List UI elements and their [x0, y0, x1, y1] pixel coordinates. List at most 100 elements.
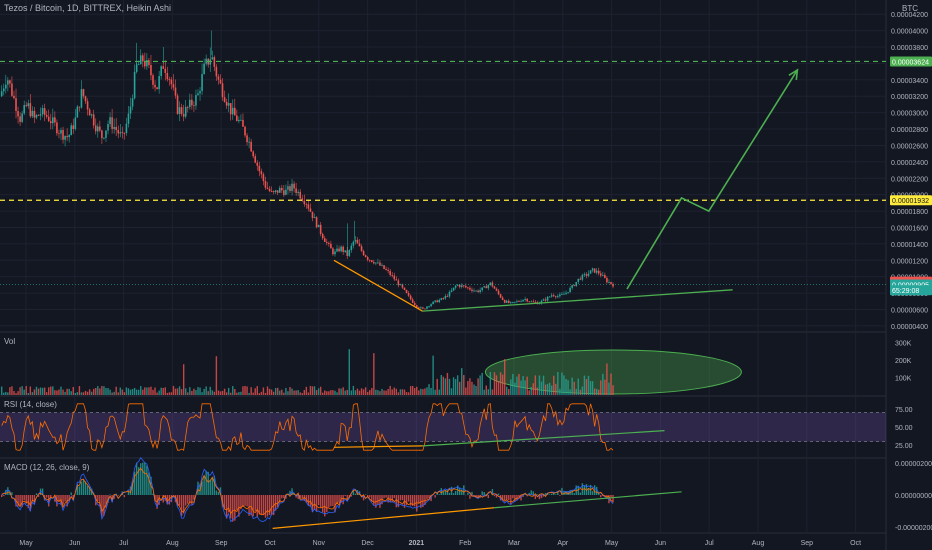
volume-bar [387, 389, 389, 395]
candle-body [495, 288, 498, 291]
macd-histogram-bar [332, 495, 334, 507]
price-tag-label: 0.00003624 [892, 59, 929, 66]
macd-histogram-bar [11, 492, 13, 495]
volume-bar [510, 379, 512, 395]
candle-body [434, 300, 436, 302]
volume-bar [74, 393, 77, 395]
macd-histogram-bar [536, 494, 539, 495]
candle-body [21, 113, 23, 122]
macd-histogram-bar [444, 490, 447, 495]
candle-body [86, 101, 89, 110]
volume-bar [530, 386, 532, 395]
volume-bar [307, 392, 310, 395]
macd-histogram-bar [223, 495, 226, 509]
candle-body [135, 64, 138, 72]
candle-body [41, 108, 44, 115]
macd-histogram-bar [595, 486, 598, 495]
candle-body [15, 98, 17, 112]
candle-body [272, 191, 275, 193]
volume-bar [438, 389, 440, 395]
candle-body [88, 109, 91, 116]
candle-body [426, 306, 428, 309]
candle-body [309, 208, 312, 212]
macd-histogram-bar [424, 495, 426, 506]
macd-histogram-bar [105, 495, 107, 508]
volume-bar [97, 386, 99, 395]
candle-body [428, 306, 430, 307]
volume-bar [93, 388, 95, 395]
x-tick-label: Feb [459, 540, 471, 547]
volume-bar [442, 376, 445, 395]
volume-bar [309, 385, 312, 395]
macd-histogram-bar [185, 495, 187, 506]
volume-bar [262, 387, 265, 395]
macd-histogram-bar [499, 495, 502, 501]
candle-body [542, 299, 545, 301]
volume-bar [191, 390, 193, 395]
volume-bar [3, 392, 5, 395]
candle-body [248, 141, 250, 143]
macd-histogram-bar [135, 462, 138, 495]
macd-histogram-bar [319, 495, 322, 508]
macd-histogram-bar [448, 492, 451, 495]
price-tag [890, 285, 932, 296]
macd-histogram-bar [538, 495, 541, 500]
macd-histogram-bar [62, 495, 64, 505]
volume-bar [465, 387, 467, 395]
candle-body [303, 200, 306, 204]
candle-body [127, 113, 130, 124]
candle-body [285, 189, 287, 195]
macd-histogram-bar [377, 495, 379, 505]
volume-bar [569, 389, 571, 395]
candle-body [591, 268, 594, 271]
macd-histogram-bar [551, 493, 553, 495]
candle-body [305, 203, 308, 205]
volume-bar [121, 389, 124, 395]
y-tick-label: 0.00001800 [891, 209, 928, 216]
candle-body [424, 308, 426, 310]
macd-histogram-bar [516, 495, 518, 501]
volume-bar [493, 372, 496, 395]
macd-histogram-bar [187, 495, 189, 504]
macd-histogram-bar [272, 495, 275, 515]
volume-bar [434, 389, 436, 395]
macd-histogram-bar [7, 487, 9, 495]
candle-body [211, 57, 214, 60]
macd-histogram-bar [21, 495, 23, 507]
volume-bar [585, 379, 588, 395]
candle-body [150, 65, 152, 76]
candle-body [465, 285, 467, 288]
macd-histogram-bar [420, 495, 422, 508]
volume-bar [82, 392, 85, 395]
candle-body [54, 117, 56, 123]
macd-histogram-bar [140, 463, 142, 495]
candle-body [354, 239, 357, 242]
candle-body [11, 83, 13, 96]
macd-histogram-bar [86, 485, 89, 495]
volume-bar [577, 378, 579, 395]
candle-body [307, 204, 310, 209]
macd-histogram-bar [483, 492, 485, 495]
candle-body [373, 262, 375, 264]
macd-histogram-bar [407, 495, 410, 502]
candle-body [577, 278, 580, 282]
macd-histogram-bar [573, 493, 575, 495]
volume-bar [205, 386, 207, 395]
volume-bar [313, 386, 316, 395]
candle-body [483, 286, 486, 288]
volume-bar [291, 388, 293, 395]
macd-histogram-bar [461, 489, 463, 495]
rsi-pane-label: RSI (14, close) [4, 400, 57, 409]
volume-bar [561, 372, 563, 395]
volume-bar [522, 376, 524, 395]
volume-bar [103, 386, 105, 395]
volume-bar [144, 387, 146, 395]
x-tick-label: Jul [119, 540, 128, 547]
macd-histogram-bar [41, 488, 44, 495]
candle-body [156, 87, 158, 90]
volume-bar [221, 390, 224, 395]
volume-bar [553, 375, 555, 395]
macd-histogram-bar [230, 495, 232, 519]
volume-bar [266, 386, 269, 395]
